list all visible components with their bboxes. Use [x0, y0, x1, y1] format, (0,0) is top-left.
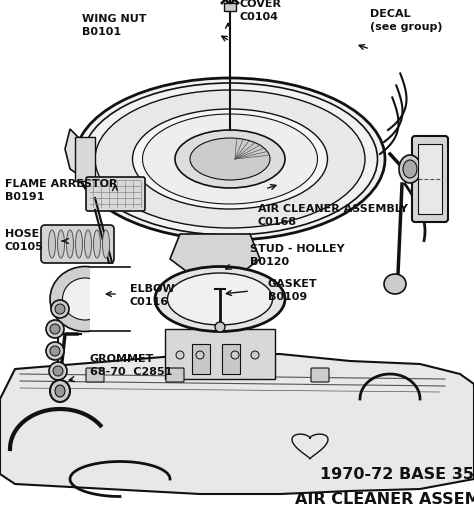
- Ellipse shape: [50, 324, 60, 334]
- Polygon shape: [170, 234, 260, 274]
- Bar: [192, 344, 210, 374]
- Ellipse shape: [133, 109, 328, 209]
- Polygon shape: [0, 354, 474, 494]
- Ellipse shape: [50, 346, 60, 356]
- Ellipse shape: [403, 160, 417, 178]
- Ellipse shape: [399, 155, 421, 183]
- Text: B0101: B0101: [82, 27, 121, 37]
- Text: HOSE: HOSE: [5, 229, 39, 239]
- Text: C0168: C0168: [258, 217, 297, 227]
- Ellipse shape: [190, 138, 270, 180]
- Ellipse shape: [215, 322, 225, 332]
- Ellipse shape: [143, 114, 318, 204]
- Ellipse shape: [231, 351, 239, 359]
- Ellipse shape: [66, 230, 73, 258]
- FancyBboxPatch shape: [41, 225, 114, 263]
- Ellipse shape: [57, 230, 64, 258]
- Ellipse shape: [46, 342, 64, 360]
- Text: AIR CLEANER ASSEMBLY: AIR CLEANER ASSEMBLY: [258, 204, 408, 214]
- FancyBboxPatch shape: [86, 368, 104, 382]
- Text: GASKET: GASKET: [268, 279, 318, 289]
- Bar: [90, 264, 140, 334]
- Ellipse shape: [53, 366, 63, 376]
- Ellipse shape: [167, 273, 273, 325]
- Ellipse shape: [55, 385, 65, 397]
- Bar: [418, 144, 442, 214]
- Bar: [222, 344, 240, 374]
- Text: B0191: B0191: [5, 192, 45, 202]
- Ellipse shape: [75, 230, 82, 258]
- FancyBboxPatch shape: [86, 177, 145, 211]
- Ellipse shape: [384, 274, 406, 294]
- FancyBboxPatch shape: [166, 368, 184, 382]
- Ellipse shape: [155, 267, 285, 332]
- Ellipse shape: [75, 78, 385, 240]
- Ellipse shape: [176, 351, 184, 359]
- Ellipse shape: [251, 351, 259, 359]
- Ellipse shape: [51, 300, 69, 318]
- Ellipse shape: [50, 267, 120, 332]
- Text: GROMMET: GROMMET: [90, 354, 155, 364]
- Text: C0116: C0116: [130, 297, 169, 307]
- Text: B0109: B0109: [268, 292, 307, 302]
- Text: C0104: C0104: [240, 12, 279, 22]
- Ellipse shape: [102, 230, 109, 258]
- Ellipse shape: [46, 320, 64, 338]
- Text: 1970-72 BASE 350/454: 1970-72 BASE 350/454: [320, 467, 474, 481]
- Ellipse shape: [196, 351, 204, 359]
- Text: DECAL: DECAL: [370, 9, 410, 19]
- Text: FLAME ARRESTOR: FLAME ARRESTOR: [5, 179, 118, 189]
- Ellipse shape: [84, 230, 91, 258]
- Ellipse shape: [95, 90, 365, 228]
- Ellipse shape: [63, 278, 108, 320]
- Text: (see group): (see group): [370, 22, 443, 32]
- Text: COVER: COVER: [240, 0, 282, 9]
- Text: B0120: B0120: [250, 257, 289, 267]
- Text: WING NUT: WING NUT: [82, 14, 146, 24]
- Bar: [224, 3, 236, 11]
- Ellipse shape: [175, 130, 285, 188]
- Text: C0105: C0105: [5, 242, 44, 252]
- Ellipse shape: [48, 230, 55, 258]
- Bar: [75, 137, 95, 181]
- FancyBboxPatch shape: [412, 136, 448, 222]
- FancyBboxPatch shape: [311, 368, 329, 382]
- Ellipse shape: [93, 230, 100, 258]
- Bar: [165, 329, 275, 379]
- Text: STUD - HOLLEY: STUD - HOLLEY: [250, 244, 345, 254]
- Polygon shape: [65, 129, 95, 177]
- Ellipse shape: [49, 362, 67, 380]
- Text: ELBOW: ELBOW: [130, 284, 174, 294]
- Ellipse shape: [55, 304, 65, 314]
- Text: 68-70  C2851: 68-70 C2851: [90, 367, 173, 377]
- Ellipse shape: [50, 380, 70, 402]
- Text: AIR CLEANER ASSEMBLY: AIR CLEANER ASSEMBLY: [295, 491, 474, 506]
